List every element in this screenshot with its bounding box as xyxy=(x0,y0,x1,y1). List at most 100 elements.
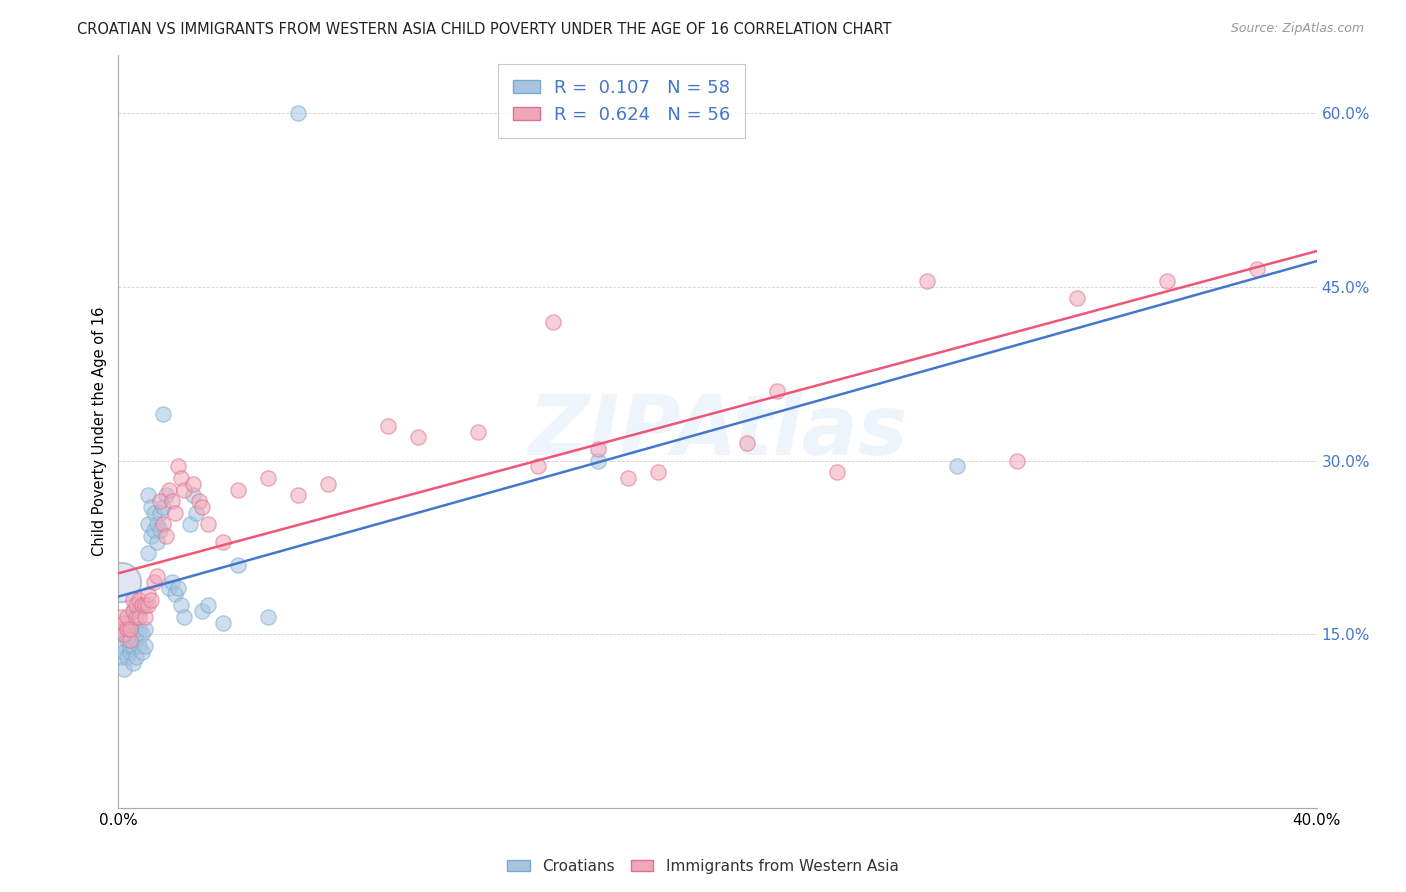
Point xyxy=(134,639,156,653)
Point xyxy=(125,650,148,665)
Point xyxy=(131,599,153,613)
Point xyxy=(117,622,139,636)
Point xyxy=(122,657,145,671)
Point xyxy=(586,453,609,467)
Point xyxy=(110,639,132,653)
Point xyxy=(138,488,160,502)
Point xyxy=(165,587,187,601)
Point xyxy=(1156,274,1178,288)
Point xyxy=(155,488,177,502)
Point xyxy=(143,523,166,537)
Point xyxy=(122,604,145,618)
Point xyxy=(128,610,150,624)
Point xyxy=(128,604,150,618)
Point xyxy=(120,645,142,659)
Point xyxy=(257,610,280,624)
Point xyxy=(152,500,174,514)
Point xyxy=(143,506,166,520)
Point xyxy=(110,622,132,636)
Point xyxy=(120,633,142,648)
Point xyxy=(287,106,309,120)
Point xyxy=(134,622,156,636)
Y-axis label: Child Poverty Under the Age of 16: Child Poverty Under the Age of 16 xyxy=(93,307,107,557)
Text: ZIPAtlas: ZIPAtlas xyxy=(527,391,907,472)
Point xyxy=(157,581,180,595)
Point xyxy=(134,610,156,624)
Point xyxy=(165,506,187,520)
Point xyxy=(122,604,145,618)
Point xyxy=(131,627,153,641)
Point xyxy=(149,494,172,508)
Point xyxy=(526,459,548,474)
Point xyxy=(138,587,160,601)
Point xyxy=(110,575,132,590)
Legend: Croatians, Immigrants from Western Asia: Croatians, Immigrants from Western Asia xyxy=(502,853,904,880)
Point xyxy=(131,645,153,659)
Point xyxy=(212,615,235,630)
Point xyxy=(149,523,172,537)
Point xyxy=(143,575,166,590)
Point xyxy=(114,615,136,630)
Point xyxy=(125,599,148,613)
Point xyxy=(122,622,145,636)
Point xyxy=(287,488,309,502)
Point xyxy=(125,622,148,636)
Point xyxy=(110,622,132,636)
Point xyxy=(1005,453,1028,467)
Point xyxy=(114,645,136,659)
Point xyxy=(141,592,163,607)
Point xyxy=(616,471,638,485)
Point xyxy=(946,459,969,474)
Point xyxy=(766,384,789,398)
Point xyxy=(737,436,759,450)
Point xyxy=(915,274,938,288)
Point xyxy=(181,488,204,502)
Point xyxy=(120,622,142,636)
Point xyxy=(191,604,214,618)
Point xyxy=(138,517,160,532)
Point xyxy=(170,599,193,613)
Point xyxy=(167,581,190,595)
Point xyxy=(1246,262,1268,277)
Point xyxy=(1066,292,1088,306)
Point xyxy=(170,471,193,485)
Point xyxy=(179,517,201,532)
Point xyxy=(114,662,136,676)
Point xyxy=(197,599,219,613)
Point xyxy=(162,494,184,508)
Point xyxy=(186,506,208,520)
Point xyxy=(181,476,204,491)
Point xyxy=(110,650,132,665)
Point xyxy=(173,483,195,497)
Point xyxy=(467,425,489,439)
Point xyxy=(141,500,163,514)
Legend: R =  0.107   N = 58, R =  0.624   N = 56: R = 0.107 N = 58, R = 0.624 N = 56 xyxy=(498,64,745,138)
Point xyxy=(146,569,169,583)
Point xyxy=(120,622,142,636)
Point xyxy=(226,483,249,497)
Point xyxy=(128,639,150,653)
Point xyxy=(117,650,139,665)
Point xyxy=(157,483,180,497)
Point xyxy=(117,615,139,630)
Point xyxy=(138,546,160,560)
Point xyxy=(406,430,429,444)
Point xyxy=(122,639,145,653)
Point xyxy=(128,592,150,607)
Point xyxy=(141,529,163,543)
Point xyxy=(110,610,132,624)
Point xyxy=(197,517,219,532)
Point xyxy=(647,465,669,479)
Point xyxy=(541,314,564,328)
Point xyxy=(120,639,142,653)
Point xyxy=(257,471,280,485)
Point xyxy=(586,442,609,456)
Point xyxy=(122,592,145,607)
Point xyxy=(191,500,214,514)
Point xyxy=(188,494,211,508)
Point xyxy=(114,627,136,641)
Point xyxy=(117,633,139,648)
Point xyxy=(226,558,249,572)
Point xyxy=(152,407,174,421)
Point xyxy=(128,622,150,636)
